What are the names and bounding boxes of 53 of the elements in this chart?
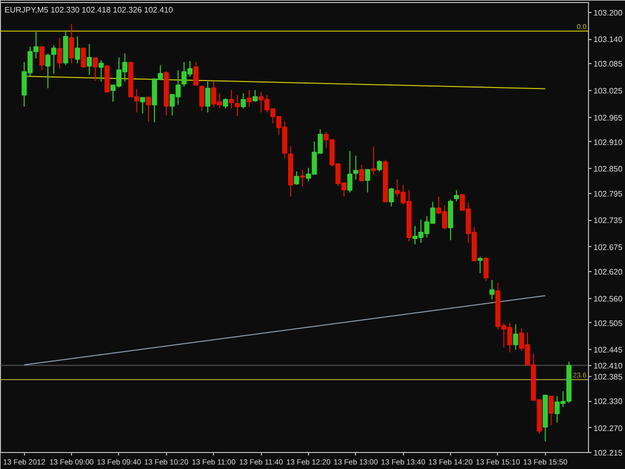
- y-tick-label: 103.200: [594, 8, 623, 18]
- candlestick: [92, 57, 98, 82]
- candlestick: [365, 168, 370, 193]
- candlestick: [359, 164, 364, 182]
- y-tick-label: 102.385: [594, 372, 623, 382]
- y-tick-label: 102.620: [594, 268, 623, 277]
- candlestick: [86, 44, 92, 76]
- candlestick: [199, 84, 204, 112]
- y-tick-label: 102.735: [594, 216, 623, 226]
- y-tick-label: 102.965: [594, 113, 623, 122]
- candlestick: [294, 170, 300, 186]
- candlestick: [454, 190, 460, 202]
- chart-title: EURJPY,M5 102.330 102.418 102.326 102.410: [4, 6, 174, 14]
- candlestick: [300, 169, 306, 187]
- candlestick: [39, 46, 45, 70]
- y-tick-label: 102.270: [594, 424, 623, 433]
- candlestick: [347, 150, 352, 193]
- y-tick-label: 102.445: [594, 346, 623, 355]
- candlestick: [140, 97, 146, 114]
- candlestick: [478, 256, 483, 274]
- candlestick: [388, 187, 394, 207]
- y-tick-label: 102.910: [594, 138, 623, 147]
- candlestick: [353, 155, 358, 180]
- candlestick: [513, 324, 518, 350]
- y-tick-label: 102.560: [594, 294, 623, 304]
- candlestick: [98, 60, 104, 82]
- candlestick: [222, 98, 228, 109]
- candlestick: [234, 94, 240, 117]
- candlestick: [205, 81, 210, 113]
- candlestick: [376, 160, 382, 172]
- candlestick: [246, 90, 252, 108]
- candlestick: [146, 96, 152, 122]
- candlestick: [489, 280, 495, 300]
- y-tick-label: 102.215: [594, 448, 623, 458]
- candlestick: [483, 256, 489, 282]
- candlestick: [370, 146, 376, 176]
- y-tick-label: 102.675: [594, 242, 623, 252]
- y-tick-label: 102.330: [594, 397, 623, 406]
- candlestick: [68, 24, 74, 64]
- y-tick-label: 102.505: [594, 318, 623, 328]
- y-tick-label: 103.085: [594, 60, 623, 69]
- y-tick-label: 102.410: [594, 361, 623, 370]
- y-tick-label: 103.140: [594, 35, 623, 44]
- candlestick: [548, 396, 554, 426]
- y-tick-label: 102.795: [594, 189, 623, 198]
- candlestick: [228, 90, 234, 109]
- candlestick: [57, 37, 62, 70]
- candlestick: [80, 48, 86, 68]
- y-tick-label: 103.025: [594, 86, 623, 96]
- candlestick: [74, 36, 80, 64]
- candlestick: [193, 61, 198, 86]
- candlestick: [240, 92, 246, 109]
- y-tick-label: 102.850: [594, 164, 623, 174]
